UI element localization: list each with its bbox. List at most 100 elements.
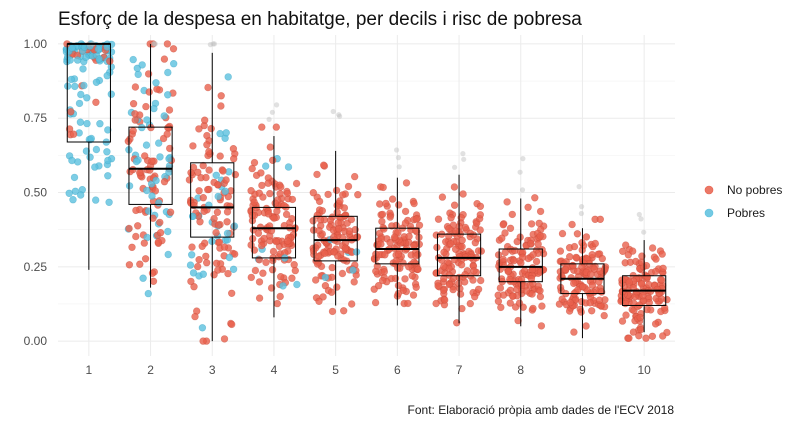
point-no-pobres — [506, 224, 515, 233]
point-no-pobres — [264, 210, 273, 218]
point-no-pobres — [527, 220, 536, 228]
point-no-pobres — [262, 258, 270, 267]
point-pobres — [80, 81, 88, 90]
point-pobres — [225, 253, 234, 262]
point-pobres — [164, 250, 172, 259]
outlier-point — [330, 108, 336, 115]
point-pobres — [134, 70, 142, 79]
point-no-pobres — [351, 172, 359, 181]
point-no-pobres — [534, 240, 542, 248]
point-no-pobres — [601, 265, 609, 273]
point-no-pobres — [153, 85, 161, 93]
point-no-pobres — [106, 57, 114, 65]
point-no-pobres — [529, 304, 537, 313]
point-no-pobres — [476, 202, 485, 211]
point-pobres — [92, 78, 101, 87]
point-pobres — [66, 56, 74, 64]
point-pobres — [321, 273, 329, 282]
point-no-pobres — [528, 290, 536, 298]
point-pobres — [284, 163, 293, 171]
point-no-pobres — [508, 210, 516, 219]
point-no-pobres — [637, 280, 646, 288]
point-no-pobres — [69, 130, 78, 138]
point-no-pobres — [328, 307, 337, 316]
y-tick-label: 1.00 — [24, 37, 48, 51]
point-no-pobres — [219, 167, 227, 175]
point-no-pobres — [205, 148, 213, 156]
outlier-point — [452, 164, 458, 170]
point-pobres — [86, 153, 94, 161]
point-no-pobres — [326, 216, 335, 225]
point-no-pobres — [596, 215, 604, 224]
point-no-pobres — [536, 232, 544, 240]
point-no-pobres — [433, 243, 441, 252]
point-no-pobres — [642, 334, 650, 342]
point-no-pobres — [570, 328, 578, 336]
point-no-pobres — [146, 166, 154, 174]
point-no-pobres — [388, 222, 396, 230]
point-no-pobres — [339, 191, 347, 199]
point-no-pobres — [390, 233, 399, 241]
point-no-pobres — [514, 316, 522, 325]
point-no-pobres — [391, 274, 400, 283]
point-no-pobres — [282, 210, 291, 219]
point-pobres — [216, 129, 224, 138]
point-no-pobres — [321, 249, 329, 258]
point-no-pobres — [330, 248, 338, 256]
point-no-pobres — [203, 141, 211, 149]
point-pobres — [103, 148, 111, 156]
point-no-pobres — [412, 215, 420, 223]
point-no-pobres — [204, 83, 212, 92]
point-no-pobres — [313, 260, 322, 268]
x-tick-label: 10 — [637, 363, 651, 377]
point-no-pobres — [445, 232, 453, 240]
point-pobres — [198, 324, 207, 332]
point-no-pobres — [476, 226, 484, 234]
point-no-pobres — [214, 181, 222, 189]
point-no-pobres — [67, 108, 75, 116]
point-no-pobres — [247, 241, 255, 249]
point-no-pobres — [461, 270, 469, 279]
point-no-pobres — [145, 88, 153, 96]
point-pobres — [349, 266, 357, 274]
outlier-point — [337, 113, 343, 119]
point-no-pobres — [471, 293, 479, 301]
point-no-pobres — [260, 234, 268, 243]
point-no-pobres — [195, 187, 203, 195]
point-pobres — [143, 186, 151, 195]
point-no-pobres — [222, 176, 230, 184]
point-pobres — [104, 156, 112, 165]
point-no-pobres — [458, 242, 466, 251]
point-no-pobres — [195, 125, 203, 133]
point-no-pobres — [313, 170, 321, 179]
point-pobres — [87, 134, 96, 143]
point-no-pobres — [276, 190, 284, 198]
point-no-pobres — [536, 287, 544, 295]
point-no-pobres — [588, 281, 597, 289]
point-no-pobres — [643, 305, 651, 314]
point-no-pobres — [136, 260, 144, 268]
point-no-pobres — [536, 207, 545, 216]
point-no-pobres — [202, 173, 210, 182]
point-no-pobres — [247, 273, 256, 282]
box — [190, 162, 235, 238]
point-no-pobres — [195, 256, 203, 264]
point-pobres — [105, 198, 113, 207]
point-no-pobres — [556, 247, 565, 255]
point-no-pobres — [651, 320, 660, 328]
point-no-pobres — [378, 276, 387, 285]
point-no-pobres — [598, 254, 606, 263]
point-no-pobres — [131, 110, 139, 118]
chart-caption: Font: Elaboració pròpia amb dades de l'E… — [408, 403, 675, 417]
point-no-pobres — [476, 211, 484, 219]
point-no-pobres — [201, 116, 209, 124]
point-no-pobres — [216, 152, 224, 160]
point-pobres — [92, 145, 101, 154]
point-no-pobres — [653, 285, 661, 294]
point-no-pobres — [538, 302, 546, 310]
point-no-pobres — [496, 284, 505, 292]
point-no-pobres — [450, 201, 459, 209]
point-no-pobres — [458, 236, 466, 245]
point-no-pobres — [257, 169, 265, 177]
point-pobres — [65, 189, 73, 198]
